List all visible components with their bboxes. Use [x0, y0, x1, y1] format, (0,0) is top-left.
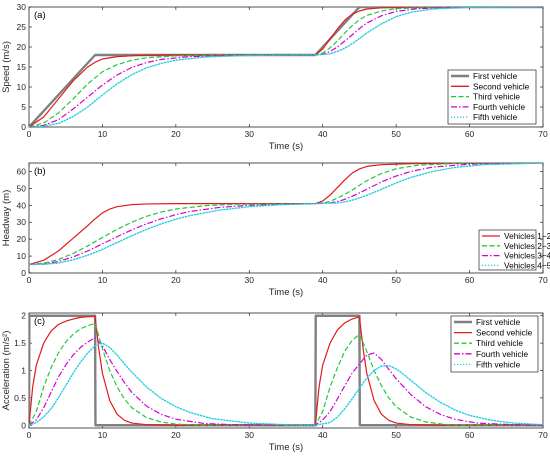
legend-entry-4: Fourth vehicle	[476, 349, 528, 359]
y-tick-label: 15	[17, 62, 27, 72]
y-tick-label: 50	[17, 183, 27, 193]
series-line-3	[29, 322, 543, 426]
x-tick-label: 30	[245, 275, 255, 285]
x-tick-label: 50	[391, 275, 401, 285]
x-tick-label: 60	[465, 275, 475, 285]
x-tick-label: 20	[171, 430, 181, 440]
x-tick-label: 0	[27, 275, 32, 285]
legend-entry-1: First vehicle	[473, 71, 518, 81]
legend-entry-3: Third vehicle	[473, 92, 520, 102]
x-tick-label: 0	[27, 430, 32, 440]
legend-box	[450, 315, 539, 373]
x-tick-label: 30	[245, 129, 255, 139]
legend-entry-1: First vehicle	[476, 317, 521, 327]
legend-entry-5: Fifth vehicle	[476, 359, 521, 369]
y-tick-label: 0.5	[14, 393, 26, 403]
series-line-1	[29, 163, 543, 266]
x-axis-label: Time (s)	[269, 287, 303, 298]
series-line-2	[29, 315, 543, 426]
y-tick-label: 40	[17, 200, 27, 210]
y-tick-label: 0	[21, 122, 26, 132]
legend-entry-2: Second vehicle	[473, 81, 530, 91]
y-tick-label: 1.5	[14, 338, 26, 348]
series-line-5	[29, 7, 543, 127]
y-tick-label: 10	[17, 82, 27, 92]
x-tick-label: 60	[465, 129, 475, 139]
y-tick-label: 30	[17, 2, 27, 12]
y-tick-label: 0	[21, 268, 26, 278]
panel-label: (a)	[34, 10, 46, 21]
series-line-3	[29, 163, 543, 266]
panel-a: 0 10 20 30 40 50 60 70 0 5 10 15 20 25 30 Time (s) Speed…	[1, 2, 548, 152]
series-line-4	[29, 163, 543, 266]
x-tick-label: 0	[27, 129, 32, 139]
x-tick-label: 70	[538, 129, 548, 139]
legend-entry-3: Vehicles 3−4	[504, 251, 550, 261]
legend-entry-4: Fourth vehicle	[473, 102, 525, 112]
legend-entry-2: Second vehicle	[476, 328, 533, 338]
legend-box	[478, 229, 537, 271]
x-tick-label: 10	[98, 129, 108, 139]
x-axis-label: Time (s)	[269, 141, 303, 152]
panel-label: (b)	[34, 166, 46, 177]
series-group	[29, 7, 543, 127]
panel-b: 0 10 20 30 40 50 60 70 0 10 20 30 40 50 60 Time (s) Head…	[1, 162, 550, 298]
y-tick-label: 0	[21, 420, 26, 430]
plot-frame	[28, 162, 544, 274]
panel-label: (c)	[34, 316, 45, 327]
y-tick-label: 5	[21, 102, 26, 112]
x-tick-label: 50	[391, 129, 401, 139]
x-tick-label: 40	[318, 430, 328, 440]
y-axis-label: Speed (m/s)	[1, 41, 12, 93]
y-tick-label: 2	[21, 311, 26, 321]
y-tick-label: 1	[21, 366, 26, 376]
series-line-4	[29, 7, 543, 127]
x-tick-label: 50	[391, 430, 401, 440]
x-tick-label: 40	[318, 275, 328, 285]
series-group	[29, 314, 543, 427]
x-tick-label: 30	[245, 430, 255, 440]
legend-entry-3: Third vehicle	[476, 338, 523, 348]
y-tick-label: 10	[17, 251, 27, 261]
legend-entry-4: Vehicles 4−5	[504, 260, 550, 270]
y-tick-label: 20	[17, 234, 27, 244]
y-tick-label: 20	[17, 42, 27, 52]
legend-entry-2: Vehicles 2−3	[504, 241, 550, 251]
series-line-4	[29, 337, 543, 426]
x-tick-label: 40	[318, 129, 328, 139]
y-axis-label: Headway (m)	[1, 190, 12, 247]
x-tick-label: 10	[98, 275, 108, 285]
y-tick-label: 60	[17, 166, 27, 176]
x-tick-label: 20	[171, 129, 181, 139]
legend-entry-1: Vehicles 1−2	[504, 231, 550, 241]
legend-entry-5: Fifth vehicle	[473, 112, 518, 122]
series-line-2	[29, 163, 543, 266]
series-group	[29, 163, 543, 266]
series-line-5	[29, 342, 543, 426]
y-tick-label: 25	[17, 22, 27, 32]
panel-c: 0 10 20 30 40 50 60 70 0 0.5 1 1.5 2 Time (s) Accelera…	[1, 311, 548, 453]
x-axis-label: Time (s)	[269, 442, 303, 453]
x-tick-label: 70	[538, 275, 548, 285]
y-tick-label: 30	[17, 217, 27, 227]
x-tick-label: 20	[171, 275, 181, 285]
x-tick-label: 10	[98, 430, 108, 440]
x-tick-label: 60	[465, 430, 475, 440]
x-tick-label: 70	[538, 430, 548, 440]
y-axis-label: Acceleration (m/s²)	[1, 331, 12, 411]
